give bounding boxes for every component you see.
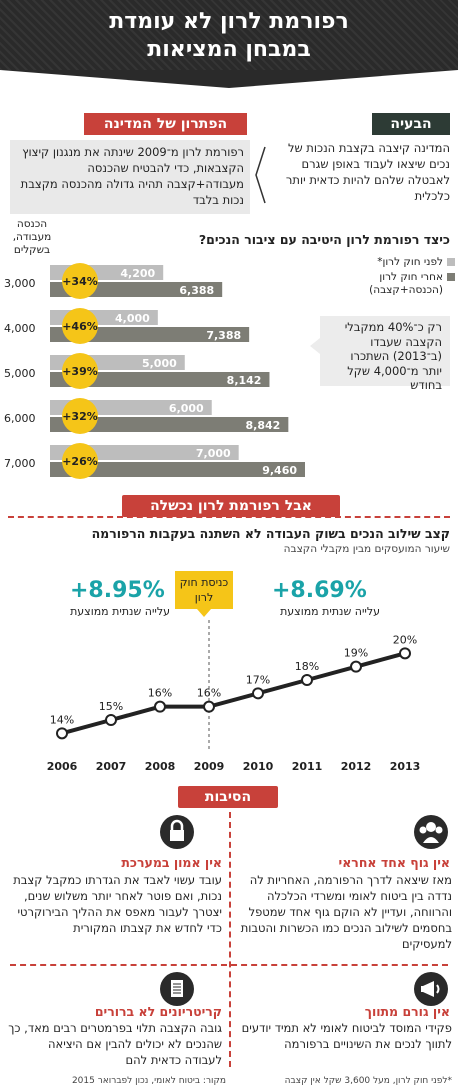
increase-label: +39% [62,365,98,378]
right-growth-value: +8.69% [272,578,367,603]
bar-after-label: 9,460 [262,464,297,477]
chevron-left-icon [255,146,266,204]
data-point [399,647,411,660]
data-point [154,700,166,713]
data-label: 16% [148,687,172,700]
chart1-question: כיצד רפורמת לרון היטיבה עם ציבור הנכים? [198,232,450,247]
income-tick-label: 7,000 [4,457,36,470]
bar-after [50,417,289,432]
reason-1-title: אין גוף אחד אחראי [338,855,450,870]
reasons-tab: הסיבות [178,786,278,808]
x-tick-label: 2009 [194,760,225,773]
reason-2-text: עובד עשוי לאבד את הגדרתו כמקבל קצבת נכות… [13,873,222,935]
income-tick-label: 4,000 [4,322,36,335]
right-growth-label: עלייה שנתית ממוצעת [280,605,380,618]
x-tick-label: 2007 [96,760,127,773]
data-point [203,700,215,713]
increase-badge [62,443,98,479]
data-point [105,714,117,726]
increase-label: +32% [62,410,98,423]
legend-after-sub: (הכנסה+קצבה) [369,284,443,296]
footer-note: *לפני חוק לרון, מעל 3,600 שקל אין קצבה [284,1076,452,1086]
group-icon [414,815,448,849]
data-label: 18% [295,660,319,673]
bar-before-label: 7,000 [196,447,231,460]
x-tick-label: 2010 [243,760,274,773]
lock-icon [160,815,194,849]
data-label: 19% [344,647,368,660]
reason-1-text: מאז שיצאה לדרך הרפורמה, האחריות לה נדדה … [240,873,452,951]
chart1-note: רק כ־40% ממקבלי הקצבה שעבדו (ב־2013) השת… [310,316,450,392]
x-tick-label: 2012 [341,760,372,773]
failure-tab: אבל רפורמת לרון נכשלה [122,495,340,517]
header-chevron [0,70,458,88]
reasons-horizontal-divider [10,964,448,966]
reason-2-title: אין אמון במערכת [121,855,222,870]
income-tick-label: 6,000 [4,412,36,425]
footer-source: מקור: ביטוח לאומי, נכון לפברואר 2015 [71,1076,226,1086]
increase-badge [62,353,98,389]
problem-tab: הבעיה [372,113,450,135]
x-tick-label: 2008 [145,760,176,773]
increase-label: +46% [62,320,98,333]
income-bar-chart: 3,000 4,200 6,388 +34% 4,000 4,000 7,388 +46% 5,… [4,263,305,479]
bar-before-label: 6,000 [169,402,204,415]
header-banner: רפורמת לרון לא עומדת במבחן המציאות [0,0,458,70]
line-chart-title: קצב שילוב הנכים בשוק העבודה לא השתנה בעק… [91,526,450,541]
megaphone-icon [414,972,448,1006]
chart1-legend: לפני חוק לרון* אחרי חוק לרון (הכנסה+קצבה… [340,256,455,297]
solution-text: רפורמת לרון מ־2009 שינתה את מנגנון קיצוץ… [10,140,250,214]
data-label: 20% [393,633,417,646]
bar-after-label: 6,388 [179,284,214,297]
section-divider [8,516,450,518]
solution-tab: הפתרון של המדינה [84,113,247,135]
reasons-vertical-divider [229,812,231,1067]
data-label: 15% [99,700,123,713]
problem-text: המדינה קיצבה בקצבת הנכות של נכים שיצאו ל… [285,141,450,203]
data-point [350,660,362,673]
reason-3-text: פקידי המוסד לביטוח לאומי לא תמיד יודעים … [241,1021,452,1051]
bar-after [50,462,305,477]
reason-4-text: גובה הקצבה תלוי בפרמטרים רבים מאד, כך שה… [8,1021,222,1067]
increase-badge [62,263,98,299]
increase-label: +26% [62,455,98,468]
x-tick-label: 2011 [292,760,323,773]
x-tick-label: 2013 [390,760,421,773]
increase-label: +34% [62,275,98,288]
data-point [301,674,313,686]
data-label: 16% [197,687,221,700]
reason-3-title: אין גורם מתווך [364,1004,450,1019]
left-growth-label: עלייה שנתית ממוצעת [70,605,170,618]
title-line-1: רפורמת לרון לא עומדת [109,9,349,34]
bar-after [50,327,250,342]
income-tick-label: 5,000 [4,367,36,380]
increase-badge [62,308,98,344]
title-line-2: במבחן המציאות [147,37,311,62]
bar-before-label: 4,200 [120,267,155,280]
bar-after [50,372,270,387]
line-chart-subtitle: שיעור המועסקים מבין מקבלי הקצבה [283,543,450,555]
data-label: 17% [246,673,270,686]
law-entry-callout: כניסת חוק לרון [175,571,233,617]
bar-after-label: 8,142 [227,374,262,387]
chart1-unit-label: הכנסה מעבודה, בשקלים [12,218,52,256]
income-tick-label: 3,000 [4,277,36,290]
bar-after-label: 8,842 [246,419,281,432]
data-label: 14% [50,713,74,726]
left-growth-value: +8.95% [70,578,165,603]
reason-4-title: קריטריונים לא ברורים [94,1004,222,1019]
series-line [61,651,406,736]
employment-line-chart: 14% 2006 15% 2007 16% 2008 16% 2009 17% 2010 18% 20… [47,620,421,773]
page-title: רפורמת לרון לא עומדת במבחן המציאות [20,8,438,64]
data-point [252,687,264,700]
legend-after: אחרי חוק לרון [340,271,455,284]
legend-before: לפני חוק לרון* [340,256,455,269]
data-point [56,727,68,740]
x-tick-label: 2006 [47,760,78,773]
bar-before-label: 4,000 [115,312,150,325]
bar-after-label: 7,388 [206,329,241,342]
document-icon [160,972,194,1006]
bar-before-label: 5,000 [142,357,177,370]
increase-badge [62,398,98,434]
